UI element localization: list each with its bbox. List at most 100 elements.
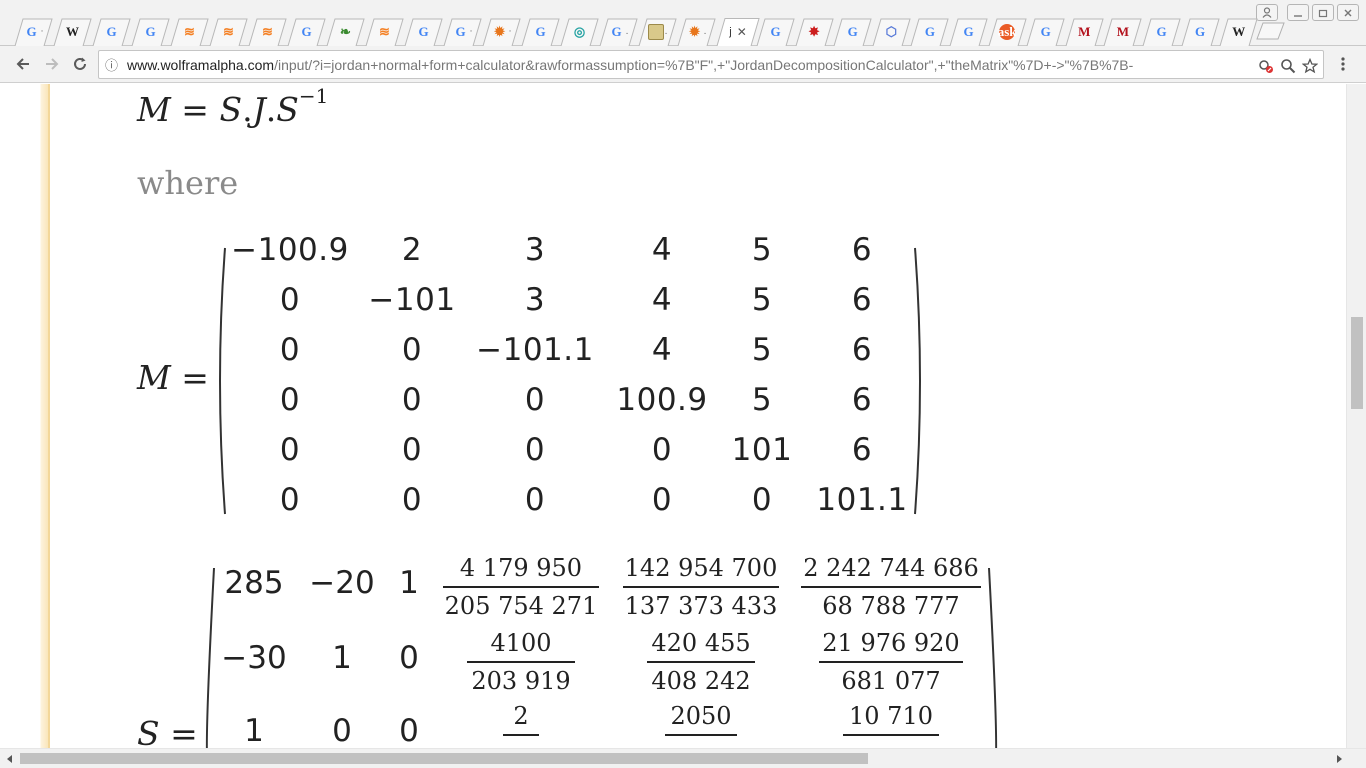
browser-tab[interactable]: ⬡ — [872, 18, 911, 46]
blocked-content-icon[interactable] — [1255, 51, 1277, 78]
info-icon[interactable]: ⓘ — [105, 59, 119, 74]
m-logo-icon: M — [1078, 24, 1091, 39]
pod-border-line — [48, 84, 50, 748]
tab-title-fragment: · — [469, 27, 473, 37]
matrix-m-cell: 3 — [524, 282, 546, 318]
matrix-m-cell: 6 — [851, 232, 873, 268]
fraction-denominator: 68 788 777 — [822, 592, 960, 620]
browser-tab[interactable]: ◎ — [560, 18, 599, 46]
matrix-m-cell: 4 — [651, 282, 673, 318]
fraction-denominator: 137 373 433 — [624, 592, 778, 620]
fraction-numerator: 420 455 — [651, 629, 751, 657]
browser-tab[interactable]: G — [949, 18, 988, 46]
back-button[interactable] — [11, 52, 35, 76]
browser-tab[interactable]: G · — [14, 18, 53, 46]
browser-tab[interactable]: G — [287, 18, 326, 46]
browser-tab[interactable]: G — [1026, 18, 1065, 46]
url-text[interactable]: www.wolframalpha.com/input/?i=jordan+nor… — [127, 57, 1133, 73]
fraction-denominator — [431, 736, 611, 748]
horizontal-scroll-thumb[interactable] — [20, 753, 868, 764]
browser-tab[interactable]: W — [1219, 18, 1258, 46]
browser-tab[interactable]: G — [1181, 18, 1220, 46]
matrix-m-cell: 5 — [751, 232, 773, 268]
vertical-scrollbar[interactable] — [1346, 84, 1366, 748]
fraction-denominator: 408 242 — [651, 667, 751, 695]
picture-icon — [647, 24, 664, 40]
fraction-numerator: 4100 — [490, 629, 552, 657]
tab-close-icon[interactable]: ✕ — [736, 25, 747, 39]
minimize-icon — [1294, 14, 1302, 17]
horizontal-scrollbar[interactable] — [0, 748, 1366, 768]
matrix-s-cell: 0 — [399, 713, 419, 748]
matrix-s-fraction: 21 976 920 681 077 — [801, 625, 981, 699]
address-bar[interactable]: ⓘ www.wolframalpha.com/input/?i=jordan+n… — [98, 50, 1324, 79]
fraction-bar — [443, 586, 599, 588]
matrix-s-cell: 1 — [332, 640, 352, 676]
formula-s: S — [219, 90, 243, 129]
browser-tab[interactable]: ask — [988, 18, 1027, 46]
forward-button[interactable] — [40, 52, 64, 76]
matrix-m-cell: 6 — [851, 282, 873, 318]
fraction-bar — [503, 734, 539, 736]
browser-tab[interactable]: G — [756, 18, 795, 46]
matrix-m-cell: −101 — [368, 282, 456, 318]
menu-button[interactable] — [1334, 52, 1352, 76]
browser-tab[interactable]: ≋ — [248, 18, 287, 46]
vertical-scroll-thumb[interactable] — [1351, 317, 1363, 409]
scroll-right-arrow-icon[interactable] — [1336, 754, 1344, 764]
matrix-m-cell: 0 — [401, 382, 423, 418]
browser-tab[interactable]: ✹. — [677, 18, 716, 46]
browser-tab[interactable]: G. — [599, 18, 638, 46]
matrix-s-fraction: 10 710 — [801, 698, 981, 748]
browser-tab[interactable]: ❧ — [326, 18, 365, 46]
bookmark-star-icon[interactable] — [1299, 51, 1321, 78]
new-tab-button[interactable] — [1256, 22, 1286, 40]
google-icon: G — [455, 24, 466, 39]
fraction-denominator — [801, 736, 981, 748]
stackoverflow-icon: ≋ — [262, 24, 273, 39]
person-icon — [1262, 7, 1272, 18]
browser-tab[interactable]: G — [521, 18, 560, 46]
fraction-bar — [843, 734, 939, 736]
fraction-denominator: 681 077 — [841, 667, 941, 695]
minimize-button[interactable] — [1287, 4, 1309, 21]
matrix-s-cell: −30 — [221, 640, 287, 676]
browser-tab[interactable]: G — [833, 18, 872, 46]
browser-tab[interactable]: ✹ · — [482, 18, 521, 46]
browser-tab[interactable]: G — [910, 18, 950, 46]
tab-title-fragment: . — [703, 27, 707, 37]
matrix-s-fraction: 4100 203 919 — [431, 625, 611, 699]
matrix-m-cell: 0 — [651, 482, 673, 518]
browser-tab[interactable]: G — [131, 18, 170, 46]
matrix-m-cell: 0 — [401, 332, 423, 368]
matrix-m-cell: 3 — [524, 232, 546, 268]
browser-tab[interactable]: M — [1103, 18, 1143, 46]
close-window-button[interactable] — [1337, 4, 1359, 21]
browser-tab[interactable]: G — [404, 18, 443, 46]
profile-button[interactable] — [1256, 4, 1278, 21]
browser-tab[interactable]: G · — [443, 18, 482, 46]
reload-button[interactable] — [68, 52, 92, 76]
browser-tab[interactable]: ≋ — [365, 18, 404, 46]
matrix-m-cell: 0 — [279, 482, 301, 518]
scroll-left-arrow-icon[interactable] — [5, 754, 13, 764]
browser-tab[interactable]: W — [53, 18, 92, 46]
active-tab[interactable]: j ✕ — [716, 18, 760, 46]
zoom-icon[interactable] — [1277, 51, 1299, 78]
where-label: where — [137, 164, 239, 202]
browser-tab[interactable]: ≋ — [170, 18, 209, 46]
matrix-m-cell: 0 — [401, 482, 423, 518]
matrix-s-label-text: S = — [137, 714, 198, 748]
browser-tab[interactable]: . — [638, 18, 677, 46]
matrix-s-fraction: 420 455 408 242 — [611, 625, 791, 699]
tab-title-fragment: . — [625, 27, 629, 37]
ask-icon: ask — [997, 24, 1017, 40]
browser-tab[interactable]: ✸ — [795, 18, 834, 46]
wolfram-icon: ✹ — [494, 24, 506, 39]
browser-tab[interactable]: ≋ — [209, 18, 248, 46]
browser-tab[interactable]: M — [1065, 18, 1104, 46]
browser-tab[interactable]: G — [1142, 18, 1181, 46]
matrix-m-cell: 0 — [524, 382, 546, 418]
browser-tab[interactable]: G — [92, 18, 131, 46]
maximize-button[interactable] — [1312, 4, 1334, 21]
